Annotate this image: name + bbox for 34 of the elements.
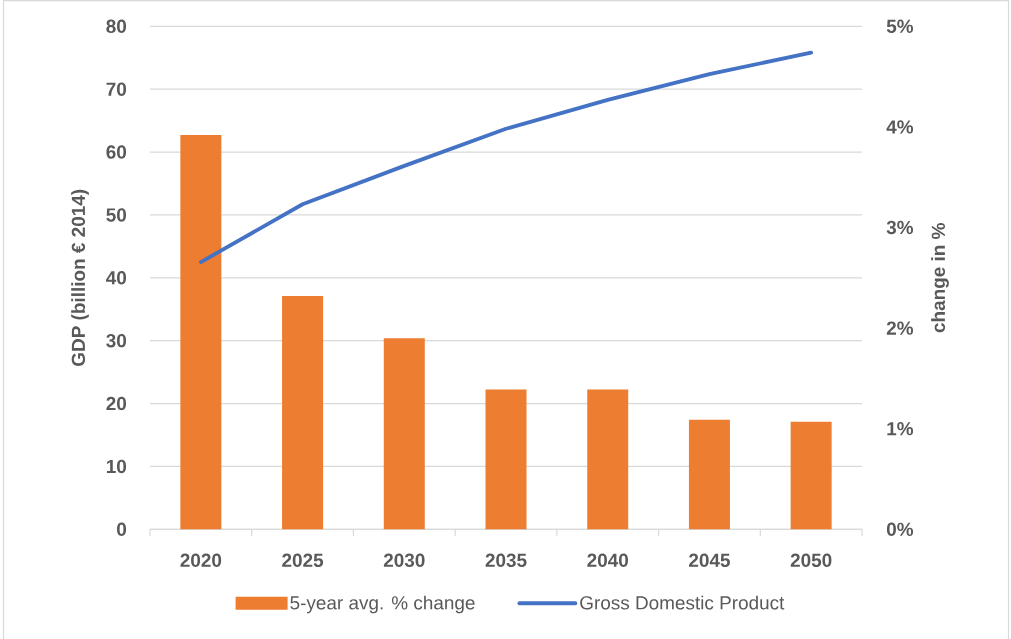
legend-label: Gross Domestic Product	[580, 595, 785, 610]
bar	[383, 338, 425, 530]
y2-tick-label: 1%	[887, 422, 914, 436]
y2-tick-label: 5%	[886, 19, 914, 33]
y2-tick-label: 4%	[886, 120, 914, 134]
y-tick-label: 30	[106, 333, 127, 348]
y-tick-label: 10	[106, 459, 127, 474]
x-tick-label: 2035	[485, 553, 527, 568]
x-tick-label: 2025	[282, 553, 324, 567]
y-tick-label: 0	[117, 522, 127, 536]
y-tick-label: 50	[106, 208, 127, 222]
y-tick-label: 60	[106, 145, 127, 159]
bar	[180, 134, 222, 530]
bar	[485, 389, 527, 530]
y-tick-label: 20	[106, 396, 127, 411]
bar	[790, 421, 832, 530]
y-tick-label: 80	[106, 19, 127, 33]
y2-tick-label: 2%	[886, 321, 914, 335]
x-tick-label: 2050	[790, 553, 832, 567]
legend-label: 5-year avg. % change	[290, 595, 475, 614]
line-series	[198, 50, 814, 264]
y-tick-label: 40	[106, 271, 127, 285]
y2-tick-label: 0%	[886, 522, 914, 536]
x-tick-label: 2030	[383, 553, 425, 568]
y-tick-label: 70	[106, 82, 127, 96]
x-tick-label: 2020	[180, 553, 222, 567]
x-tick-label: 2045	[689, 553, 730, 567]
bar	[688, 419, 730, 530]
x-tick-label: 2040	[587, 553, 628, 567]
bar	[587, 389, 629, 530]
y2-axis-title: change in %	[931, 223, 949, 333]
y2-tick-label: 3%	[886, 220, 914, 235]
bar	[282, 295, 324, 530]
y-axis-title: GDP (billion € 2014)	[71, 189, 89, 366]
